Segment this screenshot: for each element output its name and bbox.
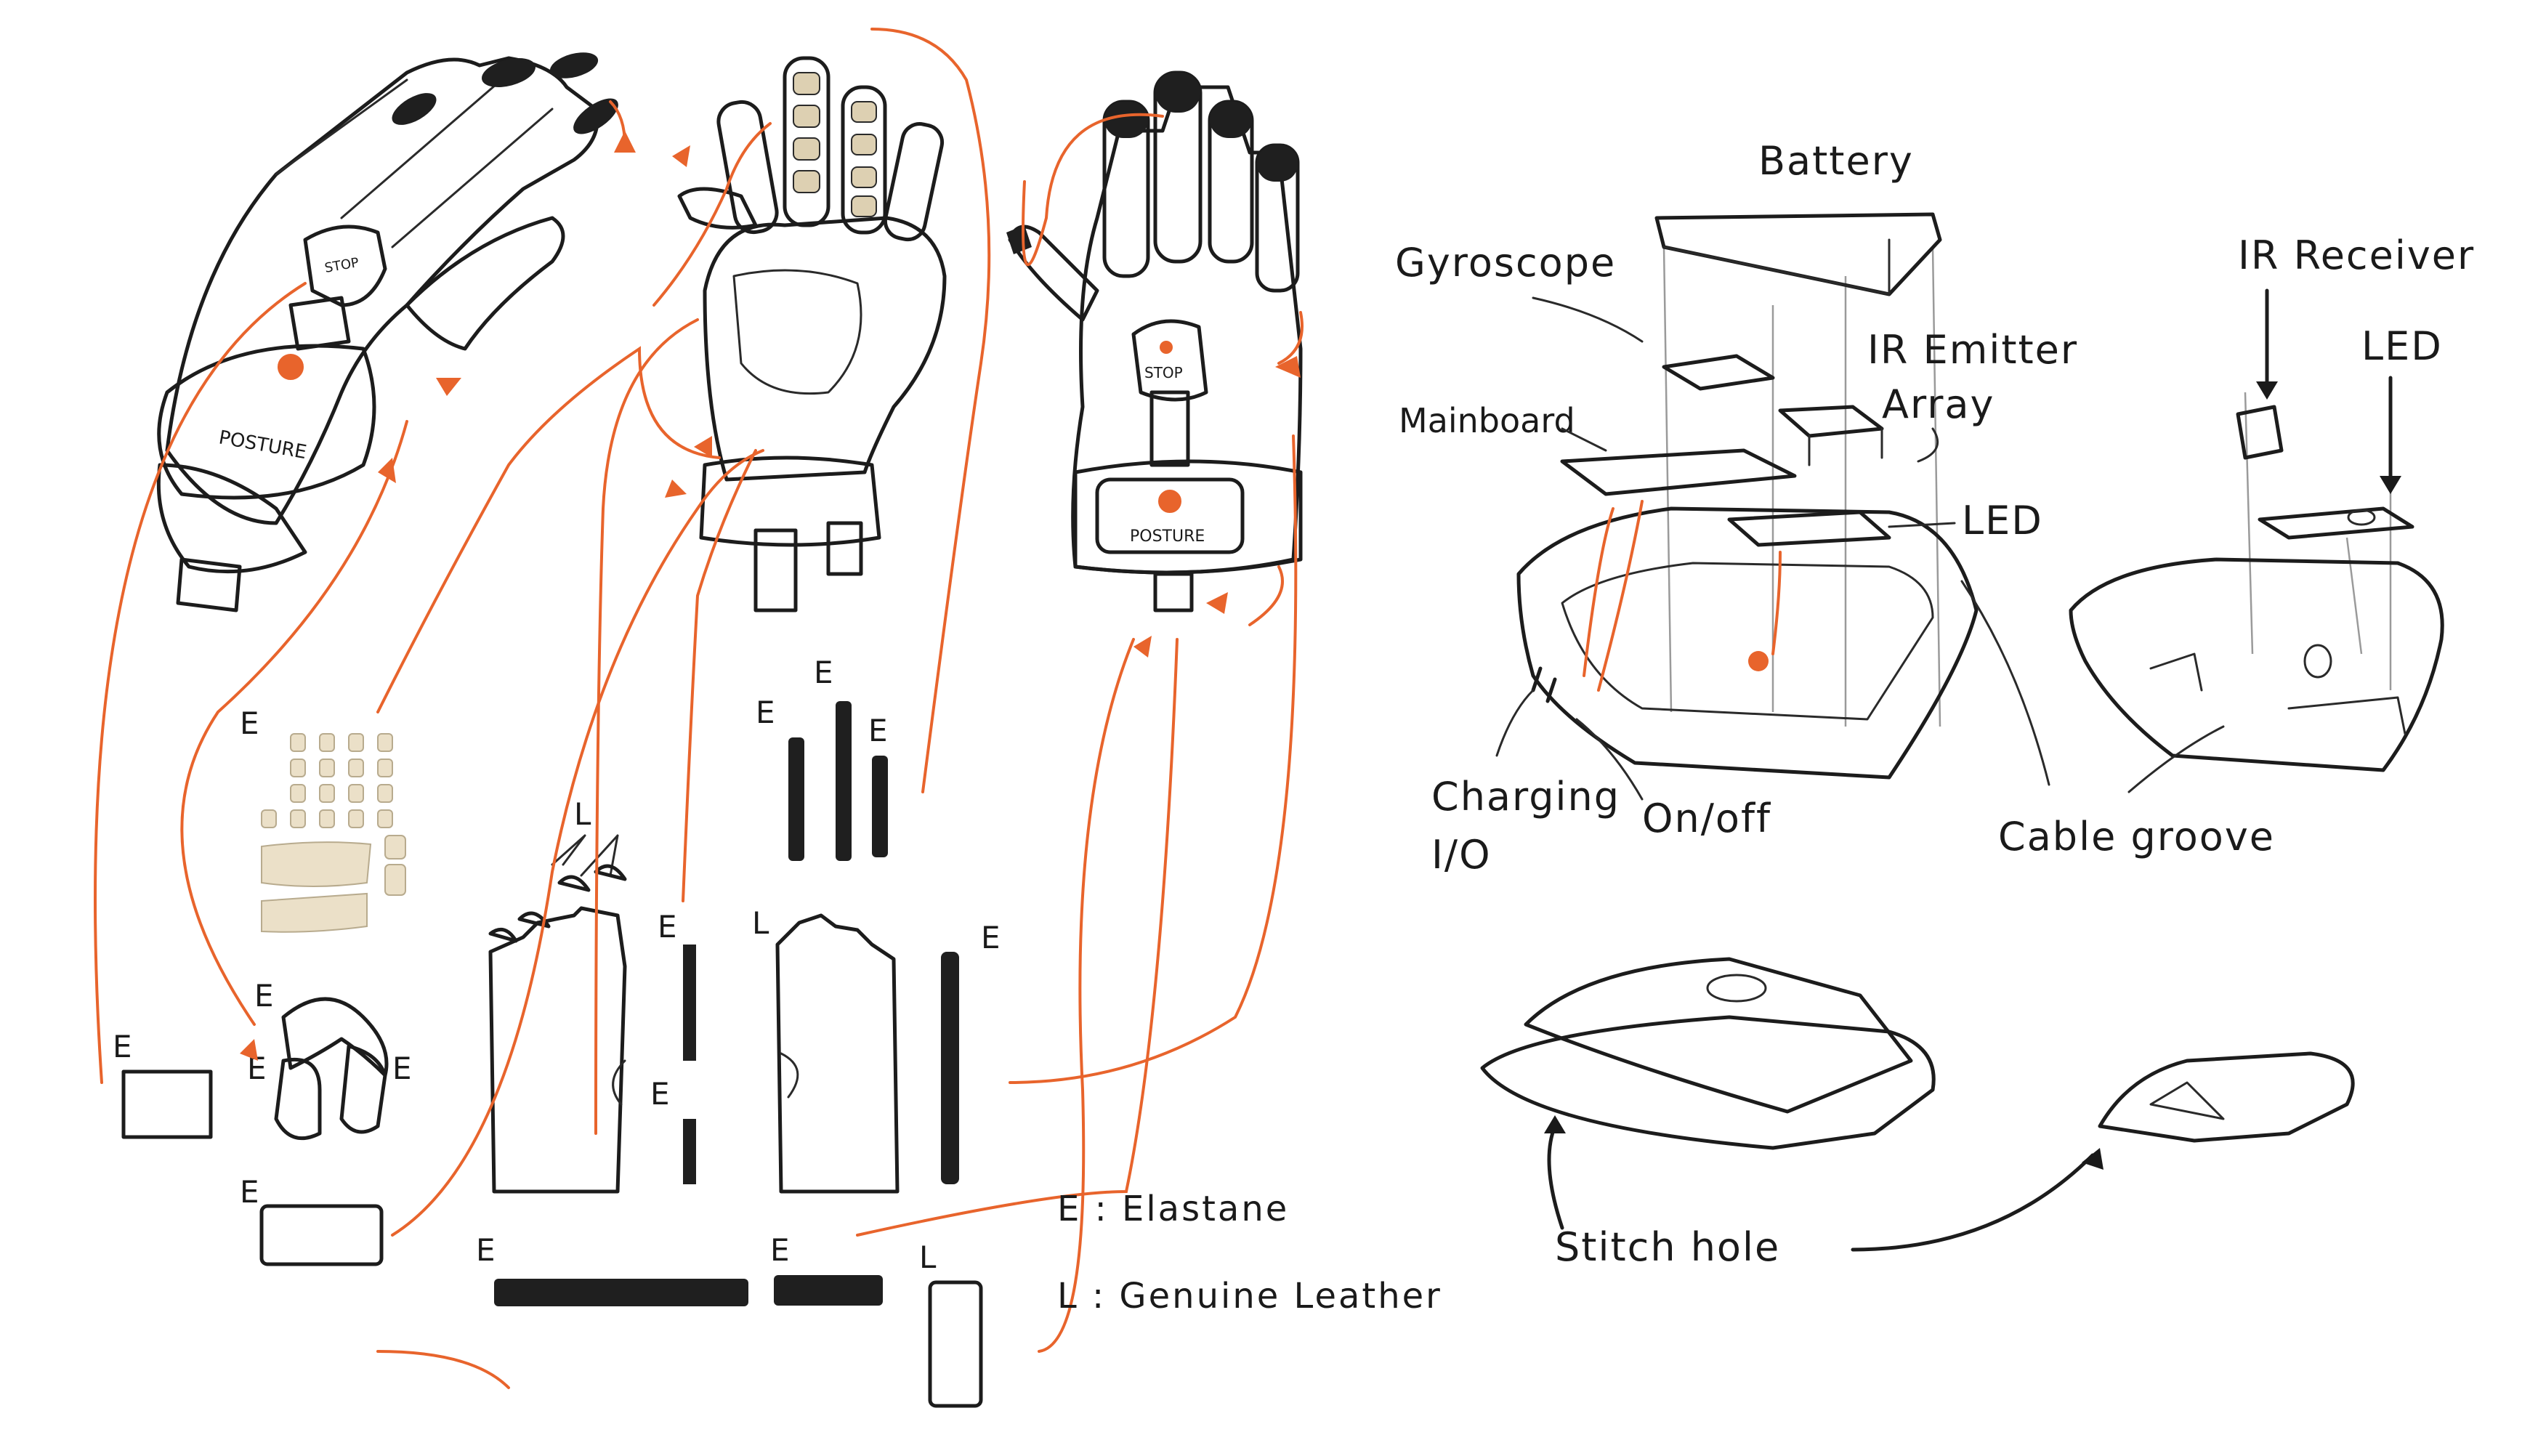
part-letter-vstrip-2: E <box>814 655 833 690</box>
part-letter-finger-caps: L <box>574 796 591 832</box>
part-letter-bar-2: E <box>770 1232 790 1268</box>
glove-palm-view <box>677 56 947 612</box>
label-onoff: On/off <box>1642 796 1771 841</box>
label-ir-emitter-array: Array <box>1882 381 1995 427</box>
part-letter-vstrip-1: E <box>756 695 775 730</box>
label-cable-groove: Cable groove <box>1998 814 2275 860</box>
part-letter-insert-top: E <box>254 978 274 1014</box>
label-charging: Charging <box>1431 774 1620 820</box>
legend-leather: L : Genuine Leather <box>1057 1276 1442 1317</box>
stitch-hole-parts: Stitch hole <box>1480 957 2355 1270</box>
label-stitch-hole: Stitch hole <box>1555 1224 1780 1270</box>
label-gyroscope: Gyroscope <box>1395 240 1616 286</box>
part-letter-long-strip: E <box>981 920 1001 955</box>
part-letter-strip-1: E <box>658 909 677 945</box>
part-letter-belt: E <box>240 1174 259 1210</box>
label-ir-emitter: IR Emitter <box>1867 327 2078 373</box>
part-letter-strap-left: E <box>113 1029 132 1064</box>
glove-module-view: STOP POSTURE <box>1006 70 1303 612</box>
part-letter-insert-right: E <box>392 1051 412 1086</box>
part-letter-strip-2: E <box>650 1076 670 1112</box>
pattern-pieces: E E E E E E L <box>113 655 1001 1408</box>
finger-pad-grid <box>261 733 406 933</box>
label-battery: Battery <box>1758 138 1914 184</box>
part-letter-leather-strip: L <box>919 1239 937 1275</box>
material-legend: E : Elastane L : Genuine Leather <box>1057 1189 1442 1317</box>
receiver-module-view: IR Receiver LED Cable groove <box>1998 232 2475 860</box>
stop-label-back: STOP <box>323 255 360 276</box>
label-charging-io: I/O <box>1431 832 1492 878</box>
posture-label-back: POSTURE <box>217 426 308 464</box>
connector-lines <box>94 28 1304 1389</box>
glove-back-view: STOP POSTURE <box>156 52 618 612</box>
posture-label-front: POSTURE <box>1130 527 1205 546</box>
label-ir-receiver: IR Receiver <box>2238 232 2475 278</box>
stop-label-front: STOP <box>1144 364 1183 381</box>
part-letter-pad-grid: E <box>240 705 259 741</box>
label-mainboard: Mainboard <box>1399 401 1575 440</box>
part-letter-leather-glove: L <box>752 905 769 941</box>
exploded-module-view: Battery Gyroscope IR Emitter Array Mainb… <box>1395 138 2078 878</box>
label-led-main: LED <box>1962 498 2043 543</box>
part-letter-vstrip-3: E <box>868 713 888 748</box>
label-led-small: LED <box>2361 323 2443 369</box>
legend-elastane: E : Elastane <box>1057 1189 1289 1229</box>
part-letter-bar-1: E <box>476 1232 496 1268</box>
